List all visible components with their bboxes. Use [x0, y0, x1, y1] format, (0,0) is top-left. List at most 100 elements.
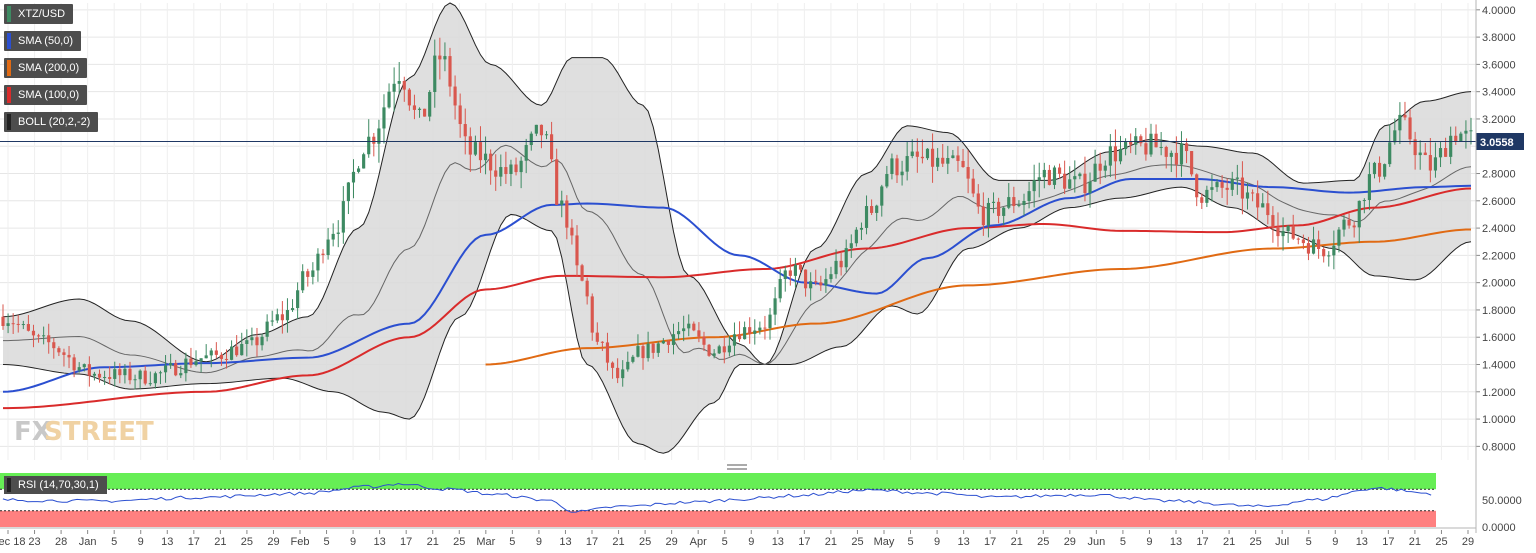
candle-body [1393, 130, 1397, 143]
candle-body [1012, 197, 1016, 207]
candle-body [1428, 155, 1432, 171]
candle-body [803, 269, 808, 289]
y-tick-label: 3.8000 [1482, 32, 1516, 44]
legend-boll[interactable]: BOLL (20,2,-2) [4, 112, 99, 132]
candle-body [1190, 151, 1194, 175]
candle-body [1281, 231, 1285, 237]
x-tick-label: Mar [476, 536, 495, 548]
candle-body [880, 186, 884, 206]
x-tick-label: 13 [958, 536, 970, 548]
rsi-line [2, 483, 1432, 513]
candle-body [433, 55, 437, 93]
legend-sma200[interactable]: SMA (200,0) [4, 58, 88, 78]
candle-body [743, 327, 747, 340]
candle-body [1347, 219, 1351, 226]
candle-body [1235, 177, 1239, 179]
candle-body [671, 334, 676, 345]
candle-body [448, 56, 452, 87]
candle-body [52, 342, 56, 349]
y-tick-label: 3.4000 [1482, 87, 1516, 99]
bollinger-middle-line [2, 144, 1472, 374]
candle-body [367, 136, 371, 155]
candle-body [1261, 203, 1265, 208]
candle-body [463, 124, 467, 137]
candle-body [1291, 225, 1295, 239]
candle-body [595, 332, 599, 342]
candle-body [1063, 173, 1067, 189]
candle-body [631, 356, 635, 362]
candle-body [499, 167, 503, 177]
candle-body [489, 153, 493, 171]
candle-body [36, 335, 41, 337]
candle-body [1, 316, 5, 326]
sma-lines [2, 177, 1472, 410]
bollinger-lower-line [2, 186, 1472, 454]
y-tick-label: 3.2000 [1482, 114, 1516, 126]
x-tick-label: 17 [1382, 536, 1394, 548]
y-tick-label: 1.2000 [1482, 387, 1516, 399]
candle-body [1144, 143, 1148, 155]
candle-body [651, 343, 655, 353]
x-tick-label: 5 [1306, 536, 1312, 548]
x-tick-label: 5 [111, 536, 117, 548]
legend-sma50[interactable]: SMA (50,0) [4, 31, 82, 51]
candle-body [11, 323, 15, 325]
y-tick-label: 4.0000 [1482, 5, 1516, 17]
candle-body [468, 136, 472, 155]
legend-boll-label: BOLL (20,2,-2) [18, 116, 91, 128]
candle-body [1317, 239, 1321, 250]
x-tick-label: 17 [188, 536, 200, 548]
candle-body [590, 296, 594, 333]
pane-resize-handle[interactable] [727, 464, 747, 470]
candle-body [382, 107, 386, 129]
candle-body [1469, 130, 1473, 132]
candle-body [16, 323, 20, 325]
candle-body [875, 205, 879, 213]
rsi-oversold-zone [0, 510, 1436, 527]
candle-body [235, 346, 239, 356]
legend-rsi[interactable]: RSI (14,70,30,1) [4, 476, 107, 494]
candle-body [214, 350, 218, 355]
x-tick-label: 21 [214, 536, 226, 548]
candle-body [219, 354, 223, 359]
candle-body [1164, 146, 1168, 157]
candle-body [103, 377, 107, 379]
candle-body [275, 314, 279, 321]
sma100-line [2, 187, 1472, 410]
bollinger-upper-line [2, 2, 1472, 366]
x-tick-label: 21 [612, 536, 624, 548]
candle-body [260, 336, 264, 346]
x-tick-label: 25 [453, 536, 465, 548]
legend-sma100[interactable]: SMA (100,0) [4, 85, 88, 105]
candle-body [133, 379, 137, 381]
x-tick-label: Jul [1275, 536, 1289, 548]
candle-body [870, 206, 874, 213]
legend-symbol[interactable]: XTZ/USD [4, 4, 74, 24]
candle-body [478, 142, 483, 161]
candle-body [1200, 197, 1204, 203]
x-tick-label: 13 [772, 536, 784, 548]
candle-body [270, 320, 274, 322]
candle-body [148, 383, 152, 385]
x-tick-label: 29 [666, 536, 678, 548]
candle-body [153, 373, 157, 384]
candle-body [610, 362, 615, 368]
candle-body [62, 352, 66, 355]
candle-body [1271, 215, 1275, 228]
candle-body [661, 340, 665, 344]
candle-body [97, 373, 102, 378]
candle-body [925, 148, 930, 159]
candle-body [123, 368, 127, 376]
candle-body [585, 280, 589, 297]
x-tick-label: 13 [374, 536, 386, 548]
candle-body [362, 154, 366, 169]
x-tick-label: 13 [1356, 536, 1368, 548]
candle-body [666, 340, 671, 345]
candle-body [885, 174, 889, 187]
x-tick-label: May [874, 536, 895, 548]
candle-body [991, 201, 996, 203]
candle-body [1042, 169, 1046, 178]
x-tick-label: 17 [1196, 536, 1208, 548]
candle-body [809, 281, 813, 289]
